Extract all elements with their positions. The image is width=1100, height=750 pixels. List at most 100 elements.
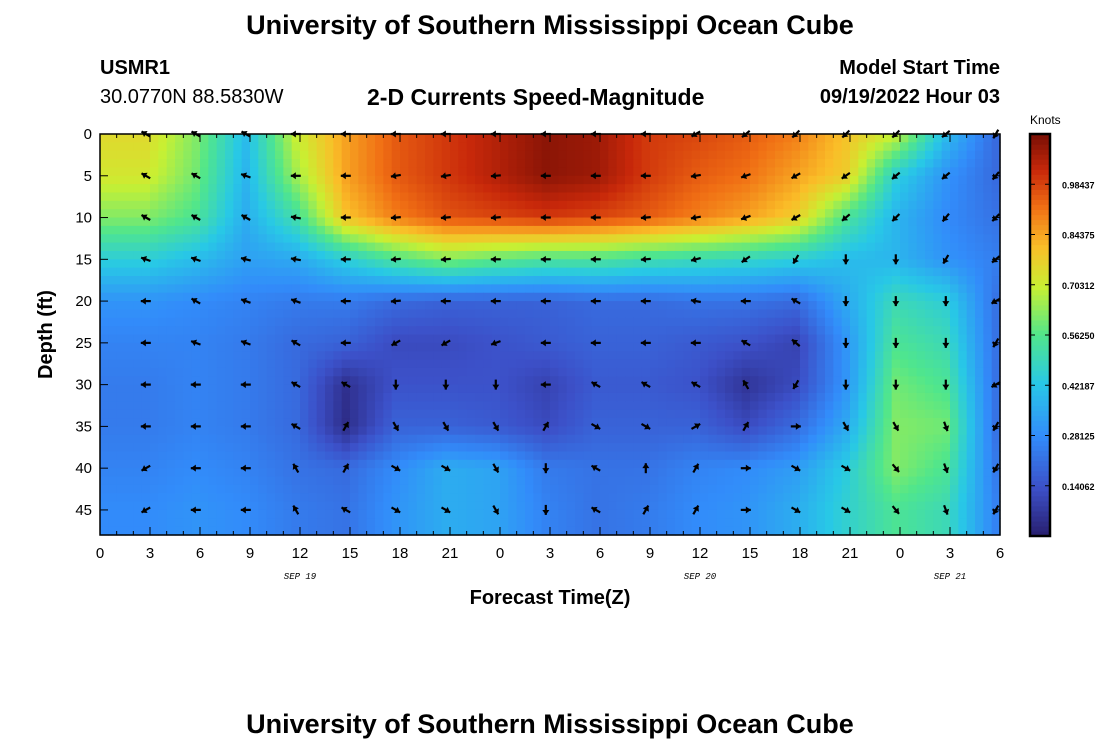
heatmap-cell xyxy=(400,468,409,478)
heatmap-cell xyxy=(750,167,759,177)
heatmap-cell xyxy=(775,468,784,478)
heatmap-cell xyxy=(550,276,559,285)
heatmap-cell xyxy=(516,367,526,377)
heatmap-cell xyxy=(141,367,151,377)
heatmap-cell xyxy=(283,292,293,302)
heatmap-cell xyxy=(225,292,234,302)
heatmap-cell xyxy=(341,418,351,427)
heatmap-cell xyxy=(266,409,276,419)
heatmap-cell xyxy=(408,209,418,219)
heatmap-cell xyxy=(733,493,743,503)
heatmap-cell xyxy=(725,234,734,244)
heatmap-cell xyxy=(450,250,459,260)
heatmap-cell xyxy=(158,234,168,244)
heatmap-cell xyxy=(308,367,318,377)
heatmap-cell xyxy=(933,242,943,252)
heatmap-cell xyxy=(691,451,701,461)
heatmap-cell xyxy=(800,451,809,461)
heatmap-cell xyxy=(975,392,984,402)
heatmap-cell xyxy=(333,409,343,419)
heatmap-cell xyxy=(366,509,376,519)
heatmap-cell xyxy=(508,134,518,143)
heatmap-cell xyxy=(441,476,451,486)
heatmap-cell xyxy=(158,476,168,486)
heatmap-cell xyxy=(533,376,543,386)
heatmap-cell xyxy=(633,167,643,177)
heatmap-cell xyxy=(300,209,309,219)
heatmap-cell xyxy=(558,426,568,436)
heatmap-cell xyxy=(333,509,343,519)
heatmap-cell xyxy=(533,142,543,152)
heatmap-cell xyxy=(450,434,459,444)
heatmap-cell xyxy=(650,334,659,344)
heatmap-cell xyxy=(741,159,751,169)
heatmap-cell xyxy=(275,326,284,336)
heatmap-cell xyxy=(958,367,968,377)
heatmap-cell xyxy=(116,418,126,427)
heatmap-cell xyxy=(125,468,134,478)
heatmap-cell xyxy=(141,509,151,519)
heatmap-cell xyxy=(191,134,201,143)
heatmap-cell xyxy=(333,468,343,478)
heatmap-cell xyxy=(333,250,343,260)
heatmap-cell xyxy=(608,426,618,436)
heatmap-cell xyxy=(233,167,243,177)
heatmap-cell xyxy=(766,292,776,302)
heatmap-cell xyxy=(275,184,284,194)
heatmap-cell xyxy=(916,459,926,469)
heatmap-cell xyxy=(241,309,251,319)
heatmap-cell xyxy=(908,426,918,436)
heatmap-cell xyxy=(600,326,609,336)
heatmap-cell xyxy=(400,443,409,453)
heatmap-cell xyxy=(541,292,551,302)
heatmap-cell xyxy=(458,426,468,436)
heatmap-cell xyxy=(550,434,559,444)
heatmap-cell xyxy=(333,184,343,194)
heatmap-cell xyxy=(325,225,334,235)
heatmap-cell xyxy=(983,150,993,160)
heatmap-cell xyxy=(175,468,184,478)
heatmap-cell xyxy=(500,134,509,143)
heatmap-cell xyxy=(241,509,251,519)
heatmap-cell xyxy=(458,367,468,377)
heatmap-cell xyxy=(466,392,476,402)
heatmap-cell xyxy=(716,225,726,235)
heatmap-cell xyxy=(841,501,851,511)
heatmap-cell xyxy=(658,159,668,169)
heatmap-cell xyxy=(591,401,601,411)
heatmap-cell xyxy=(250,259,259,269)
heatmap-cell xyxy=(900,367,909,377)
heatmap-cell xyxy=(233,342,243,352)
heatmap-cell xyxy=(650,276,659,285)
heatmap-cell xyxy=(941,142,951,152)
heatmap-cell xyxy=(141,159,151,169)
heatmap-cell xyxy=(891,409,901,419)
heatmap-cell xyxy=(750,376,759,386)
heatmap-cell xyxy=(925,418,934,427)
heatmap-cell xyxy=(325,134,334,143)
heatmap-cell xyxy=(658,276,668,285)
heatmap-cell xyxy=(691,309,701,319)
heatmap-cell xyxy=(591,267,601,277)
heatmap-cell xyxy=(216,259,226,269)
heatmap-cell xyxy=(300,225,309,235)
heatmap-cell xyxy=(866,342,876,352)
heatmap-cell xyxy=(883,209,893,219)
heatmap-cell xyxy=(125,250,134,260)
heatmap-cell xyxy=(566,250,576,260)
heatmap-cell xyxy=(425,217,434,227)
heatmap-cell xyxy=(108,150,118,160)
heatmap-cell xyxy=(175,326,184,336)
heatmap-cell xyxy=(550,184,559,194)
heatmap-cell xyxy=(225,418,234,427)
heatmap-cell xyxy=(783,509,793,519)
heatmap-cell xyxy=(775,209,784,219)
heatmap-cell xyxy=(458,209,468,219)
heatmap-cell xyxy=(391,326,401,336)
heatmap-cell xyxy=(275,409,284,419)
heatmap-cell xyxy=(641,493,651,503)
heatmap-cell xyxy=(791,209,801,219)
heatmap-cell xyxy=(791,443,801,453)
heatmap-cell xyxy=(666,267,676,277)
heatmap-cell xyxy=(166,184,176,194)
